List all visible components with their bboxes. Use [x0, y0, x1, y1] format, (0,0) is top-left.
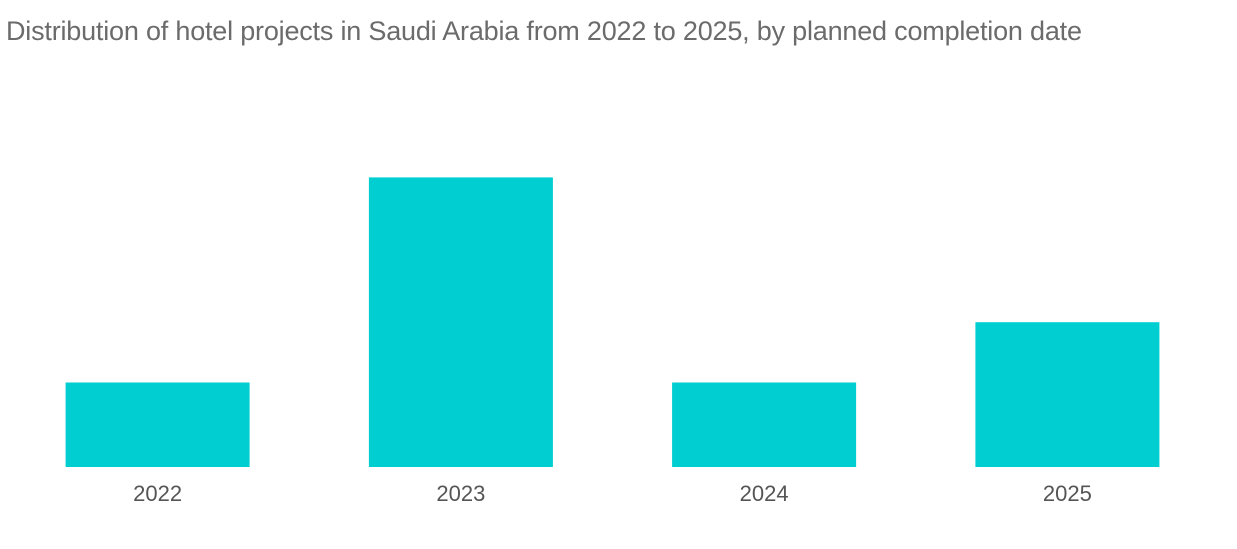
- bar-group: [65, 177, 1160, 467]
- bar-2024: [672, 382, 857, 467]
- x-tick-label-2023: 2023: [436, 481, 485, 506]
- x-tick-label-2022: 2022: [133, 481, 182, 506]
- x-tick-label-2025: 2025: [1043, 481, 1092, 506]
- bar-2022: [65, 382, 250, 467]
- chart-title: Distribution of hotel projects in Saudi …: [6, 16, 1082, 46]
- bar-2023: [368, 177, 553, 467]
- bar-2025: [975, 322, 1160, 467]
- x-tick-label-2024: 2024: [740, 481, 789, 506]
- x-axis-tick-labels: 2022 2023 2024 2025: [133, 481, 1092, 506]
